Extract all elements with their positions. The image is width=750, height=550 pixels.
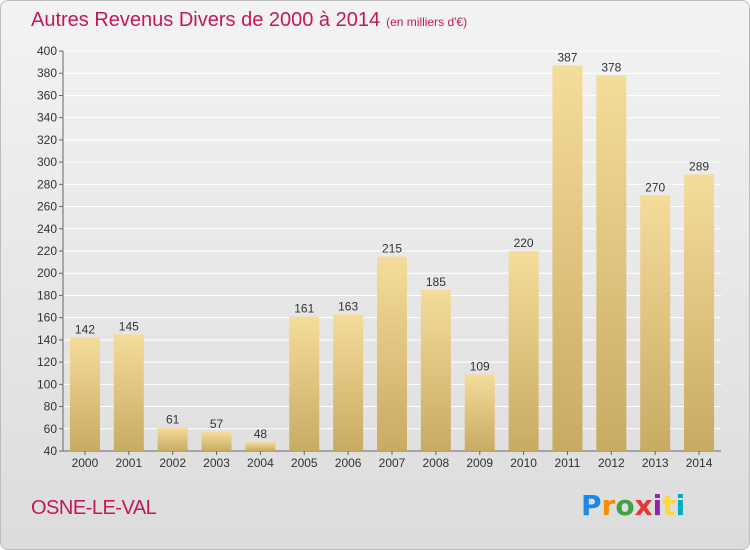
bar xyxy=(552,65,583,451)
data-label: 163 xyxy=(338,299,358,313)
data-label: 48 xyxy=(254,427,268,441)
x-tick-label: 2003 xyxy=(203,456,230,470)
y-tick-label: 380 xyxy=(37,66,57,80)
x-tick-label: 2002 xyxy=(159,456,186,470)
bar xyxy=(157,427,188,451)
y-tick-label: 80 xyxy=(44,400,58,414)
data-label: 61 xyxy=(166,413,180,427)
data-label: 215 xyxy=(382,242,402,256)
bar xyxy=(333,314,364,451)
bar xyxy=(201,432,232,451)
bar xyxy=(113,334,144,451)
x-tick-label: 2014 xyxy=(686,456,713,470)
y-tick-label: 100 xyxy=(37,377,57,391)
logo-letter: x xyxy=(634,489,653,522)
y-tick-label: 200 xyxy=(37,266,57,280)
bar xyxy=(289,316,320,451)
bar xyxy=(420,289,451,451)
x-tick-label: 2007 xyxy=(379,456,406,470)
data-label: 142 xyxy=(75,323,95,337)
x-tick-label: 2005 xyxy=(291,456,318,470)
x-tick-label: 2008 xyxy=(423,456,450,470)
x-tick-label: 2013 xyxy=(642,456,669,470)
data-label: 109 xyxy=(470,359,490,373)
commune-name: OSNE-LE-VAL xyxy=(31,497,157,519)
logo-letter: t xyxy=(662,489,676,522)
x-tick-label: 2010 xyxy=(510,456,537,470)
x-tick-label: 2009 xyxy=(466,456,493,470)
y-tick-label: 360 xyxy=(37,88,57,102)
logo-letter: o xyxy=(615,489,635,522)
x-tick-label: 2001 xyxy=(115,456,142,470)
bar xyxy=(596,75,627,451)
x-tick-label: 2004 xyxy=(247,456,274,470)
data-label: 161 xyxy=(294,302,314,316)
x-tick-label: 2012 xyxy=(598,456,625,470)
chart-title-text: Autres Revenus Divers de 2000 à 2014 xyxy=(31,9,381,31)
y-tick-label: 40 xyxy=(44,444,58,458)
proxiti-logo: Proxiti xyxy=(581,489,685,522)
chart-title: Autres Revenus Divers de 2000 à 2014 (en … xyxy=(31,9,467,32)
y-tick-label: 160 xyxy=(37,311,57,325)
data-label: 145 xyxy=(119,319,139,333)
y-tick-label: 260 xyxy=(37,200,57,214)
y-tick-label: 180 xyxy=(37,288,57,302)
logo-letter: r xyxy=(601,489,616,522)
y-tick-label: 120 xyxy=(37,355,57,369)
y-tick-label: 320 xyxy=(37,133,57,147)
x-tick-label: 2000 xyxy=(72,456,99,470)
logo-letter: P xyxy=(581,489,602,522)
data-label: 387 xyxy=(557,50,577,64)
bar xyxy=(69,337,100,451)
y-tick-label: 300 xyxy=(37,155,57,169)
data-label: 270 xyxy=(645,180,665,194)
y-tick-label: 220 xyxy=(37,244,57,258)
logo-letter: i xyxy=(652,489,663,522)
bar xyxy=(508,251,539,451)
y-tick-label: 240 xyxy=(37,222,57,236)
x-tick-label: 2011 xyxy=(555,456,581,470)
logo-letter: i xyxy=(675,489,686,522)
data-label: 220 xyxy=(514,236,534,250)
y-tick-label: 60 xyxy=(44,422,58,436)
bar xyxy=(640,195,671,451)
bar xyxy=(464,374,495,451)
chart-unit-label: (en milliers d'€) xyxy=(386,15,468,29)
data-label: 378 xyxy=(601,60,621,74)
bar xyxy=(684,174,715,452)
y-tick-label: 280 xyxy=(37,177,57,191)
data-label: 289 xyxy=(689,159,709,173)
y-tick-label: 140 xyxy=(37,333,57,347)
y-tick-label: 340 xyxy=(37,111,57,125)
bar xyxy=(245,442,276,451)
data-label: 185 xyxy=(426,275,446,289)
x-tick-label: 2006 xyxy=(335,456,362,470)
y-tick-label: 400 xyxy=(37,44,57,58)
data-label: 57 xyxy=(210,417,224,431)
bar xyxy=(377,256,407,451)
